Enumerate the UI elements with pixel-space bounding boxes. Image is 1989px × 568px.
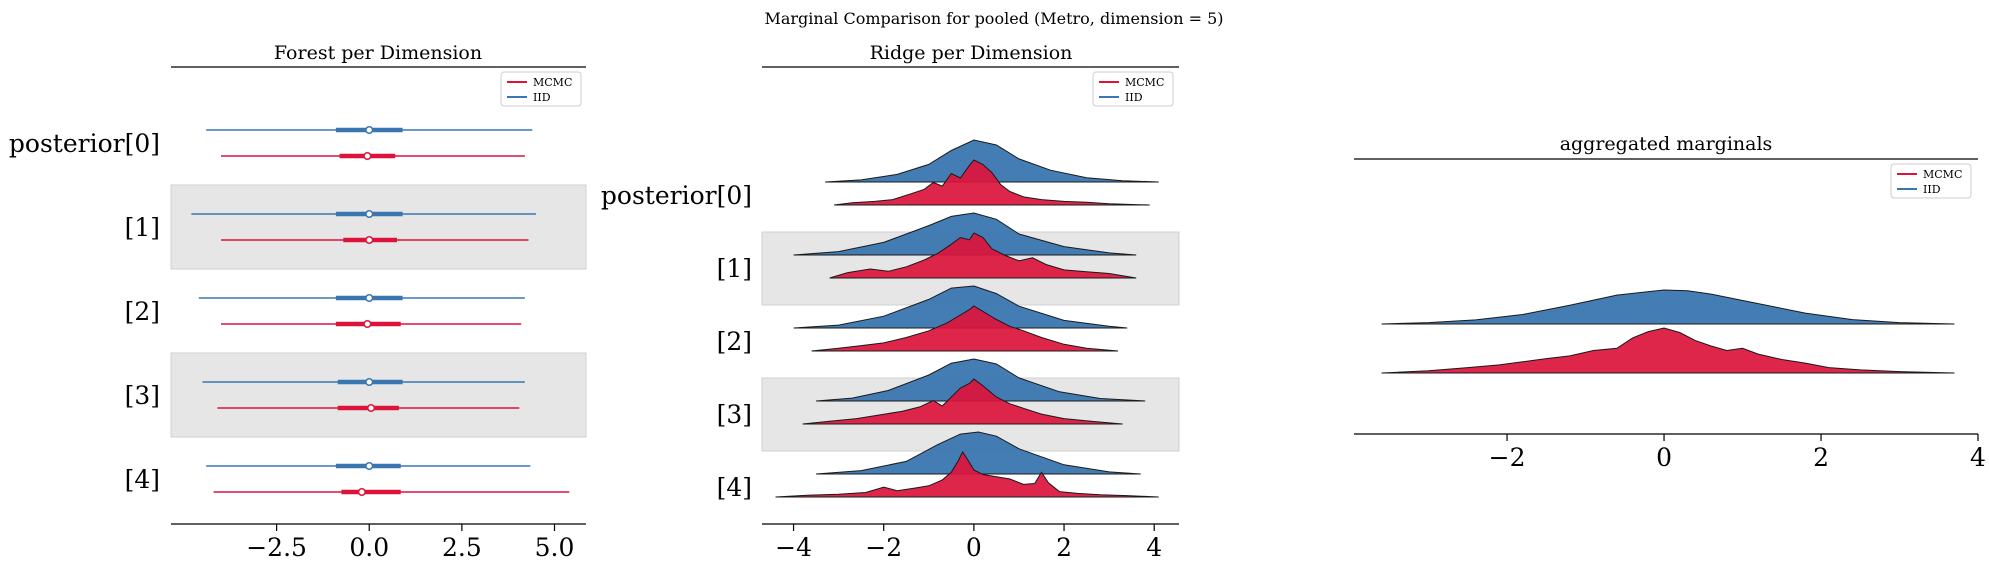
aggregated-panel-title: aggregated marginals (1560, 133, 1773, 155)
x-tick-label: 4 (1146, 533, 1162, 562)
x-tick-label: 0 (1656, 443, 1672, 472)
ridge-density-mcmc (811, 305, 1119, 352)
ridge-row (775, 431, 1159, 498)
ridge-row (802, 358, 1146, 425)
ridge-row (1381, 289, 1955, 374)
ridge-density-mcmc (834, 159, 1150, 206)
ridge-density-iid (825, 139, 1159, 183)
row-label: [4] (717, 473, 752, 502)
ridge-row (825, 139, 1159, 206)
x-tick-label: −2.5 (246, 533, 307, 562)
x-tick-label: 0 (966, 533, 982, 562)
row-label: [2] (717, 327, 752, 356)
legend-entry-iid: IID (533, 91, 551, 104)
ridge-density-mcmc (802, 378, 1123, 425)
forest-interval-iid (191, 209, 536, 219)
forest-interval-mcmc (217, 403, 520, 413)
ridge-row (793, 285, 1128, 352)
ridge-density-iid (793, 212, 1137, 256)
aggregated-panel: aggregated marginals MCMC IID −2 0 2 4 (1354, 133, 1986, 472)
median-point (357, 487, 366, 497)
row-label: [3] (125, 381, 160, 410)
row-band (170, 184, 587, 270)
legend-entry-mcmc: MCMC (1125, 76, 1164, 89)
median-point (365, 293, 374, 303)
legend-entry-iid: IID (1125, 91, 1143, 104)
forest-interval-mcmc (221, 151, 525, 161)
legend-entry-mcmc: MCMC (1923, 168, 1962, 181)
ridge-panel: Ridge per Dimension posterior[0] [1] [2] [3… (601, 42, 1180, 562)
median-point (365, 235, 374, 245)
median-point (365, 125, 374, 135)
x-tick-label: 2.5 (442, 533, 482, 562)
row-label: [2] (125, 297, 160, 326)
x-tick-label: −4 (775, 533, 812, 562)
x-tick-label: 0.0 (349, 533, 389, 562)
forest-panel: Forest per Dimension posterior[0] [1] [2] [… (9, 42, 587, 562)
ridge-density-mcmc (775, 451, 1159, 498)
x-tick-label: 2 (1813, 443, 1829, 472)
row-label: [3] (717, 400, 752, 429)
forest-interval-mcmc (213, 487, 570, 497)
row-label: [1] (717, 254, 752, 283)
ridge-density-iid (816, 431, 1141, 475)
legend-entry-mcmc: MCMC (533, 76, 572, 89)
forest-interval-iid (202, 377, 525, 387)
ridge-density-iid (816, 358, 1146, 402)
median-point (365, 209, 374, 219)
ridge-density-iid (793, 285, 1128, 329)
ridge-row (793, 212, 1137, 279)
median-point (363, 151, 372, 161)
x-tick-label: 2 (1056, 533, 1072, 562)
ridge-density-mcmc (1381, 327, 1955, 374)
x-tick-label: 4 (1970, 443, 1986, 472)
forest-interval-mcmc (221, 319, 522, 329)
forest-interval-iid (206, 461, 531, 471)
legend-entry-iid: IID (1923, 183, 1941, 196)
median-point (367, 403, 376, 413)
forest-interval-iid (206, 125, 533, 135)
x-tick-label: −2 (865, 533, 902, 562)
median-point (365, 461, 374, 471)
forest-interval-mcmc (221, 235, 529, 245)
ridge-panel-title: Ridge per Dimension (870, 42, 1073, 64)
median-point (365, 377, 374, 387)
row-band (170, 352, 587, 438)
figure-suptitle: Marginal Comparison for pooled (Metro, d… (764, 9, 1223, 28)
ridge-density-iid (1381, 289, 1955, 325)
x-tick-label: −2 (1489, 443, 1526, 472)
row-label: [1] (125, 213, 160, 242)
ridge-density-mcmc (829, 232, 1137, 279)
row-label: [4] (125, 465, 160, 494)
x-tick-label: 5.0 (535, 533, 575, 562)
row-label: posterior[0] (601, 181, 752, 210)
median-point (363, 319, 372, 329)
row-bands (170, 184, 587, 438)
row-label: posterior[0] (9, 129, 160, 158)
forest-panel-title: Forest per Dimension (274, 42, 482, 64)
forest-interval-iid (198, 293, 525, 303)
